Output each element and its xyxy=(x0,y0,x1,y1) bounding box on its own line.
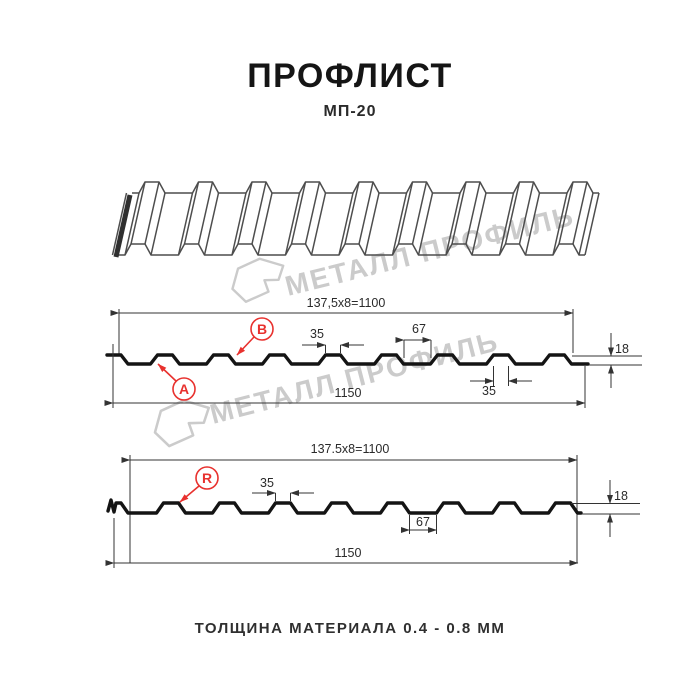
sheet-rib-edge xyxy=(578,192,594,256)
leader-line-a xyxy=(157,363,177,382)
sheet-rib-edge xyxy=(498,192,515,256)
label-b-marker: В xyxy=(236,317,274,356)
dimension-text-35-top: 35 xyxy=(310,327,324,341)
sheet-rib-edge xyxy=(572,181,588,245)
sheet-rib-edge xyxy=(251,181,267,245)
sheet-rib-edge xyxy=(237,181,253,245)
sheet-rib-edge xyxy=(290,181,307,245)
dimension-text-1100-top: 137,5x8=1100 xyxy=(307,296,386,310)
sheet-rib-edge xyxy=(231,192,247,256)
sheet-rib-edge xyxy=(257,192,273,256)
dimension-text-1100-bottom: 137.5x8=1100 xyxy=(311,442,390,456)
label-a-marker: А xyxy=(157,363,196,401)
watermark-lower: МЕТАЛЛ ПРОФИЛЬ xyxy=(153,325,502,448)
dimension-text-18-bottom: 18 xyxy=(614,489,628,503)
sheet-rib-edge xyxy=(338,192,354,256)
sheet-rib-edge xyxy=(344,181,360,245)
sheet-rib-edge xyxy=(177,192,194,256)
label-b-text: В xyxy=(257,321,267,337)
label-b-circle xyxy=(250,317,274,341)
sheet-rib-edge xyxy=(471,192,487,256)
sheet-rib-lines xyxy=(124,181,594,256)
sheet-3d-view xyxy=(111,181,600,258)
dimension-text-67: 67 xyxy=(416,515,430,529)
sheet-rib-edge xyxy=(558,181,574,245)
sheet-rib-edge xyxy=(183,181,200,245)
sheet-front-edge xyxy=(117,243,586,256)
sheet-rib-edge xyxy=(304,181,321,245)
profile-outline-bottom xyxy=(106,498,583,515)
sheet-rib-edge xyxy=(124,192,140,256)
watermark-text: МЕТАЛЛ ПРОФИЛЬ xyxy=(282,200,578,302)
sheet-rib-edge xyxy=(451,181,467,245)
sheet-rib-edge xyxy=(310,192,327,256)
sheet-rib-edge xyxy=(417,192,434,256)
thickness-note: ТОЛЩИНА МАТЕРИАЛА 0.4 - 0.8 ММ xyxy=(195,620,506,637)
sheet-rib-edge xyxy=(552,192,568,256)
sheet-cut-edge-thin xyxy=(111,192,128,256)
sheet-rib-edge xyxy=(391,192,408,256)
dimension-text-1150-top: 1150 xyxy=(335,386,362,400)
sheet-rib-edge xyxy=(284,192,301,256)
page-subtitle: МП-20 xyxy=(324,103,377,120)
dimension-text-1150-bottom: 1150 xyxy=(335,546,362,560)
sheet-rib-edge xyxy=(504,181,521,245)
metall-profil-logo-icon xyxy=(153,399,211,448)
profile-outline-top xyxy=(105,353,590,366)
sheet-rib-edge xyxy=(364,192,380,256)
sheet-rib-edge xyxy=(518,181,535,245)
sheet-rib-edge xyxy=(203,192,220,256)
sheet-cut-edge-thick xyxy=(113,194,133,258)
dimension-text-67-top: 67 xyxy=(412,322,426,336)
sheet-back-edge xyxy=(131,181,600,194)
label-r-text: R xyxy=(202,470,212,486)
sheet-rib-edge xyxy=(397,181,414,245)
label-r-circle xyxy=(195,466,219,490)
dimension-text-35: 35 xyxy=(260,476,274,490)
profile-section-bottom: 137.5x8=1100 R 35 67 18 1150 xyxy=(105,442,640,568)
leader-line-r xyxy=(179,485,200,503)
sheet-rib-edge xyxy=(465,181,481,245)
sheet-rib-edge xyxy=(150,192,166,256)
dimension-text-35-bottom: 35 xyxy=(482,384,496,398)
profile-section-top: 137,5x8=1100 А В 35 67 35 xyxy=(104,296,642,408)
dimension-text-18-top: 18 xyxy=(615,342,629,356)
label-r-marker: R xyxy=(179,466,219,503)
label-a-text: А xyxy=(179,381,189,397)
metall-profil-logo-icon xyxy=(231,257,285,303)
sheet-rib-edge xyxy=(130,181,146,245)
leader-line-b xyxy=(236,336,255,356)
sheet-rib-edge xyxy=(358,181,374,245)
sheet-rib-edge xyxy=(445,192,461,256)
sheet-rib-edge xyxy=(524,192,541,256)
sheet-right-edge xyxy=(584,192,600,256)
sheet-rib-edge xyxy=(144,181,160,245)
page-title: ПРОФЛИСТ xyxy=(247,57,453,95)
sheet-rib-edge xyxy=(411,181,428,245)
sheet-rib-edge xyxy=(197,181,214,245)
